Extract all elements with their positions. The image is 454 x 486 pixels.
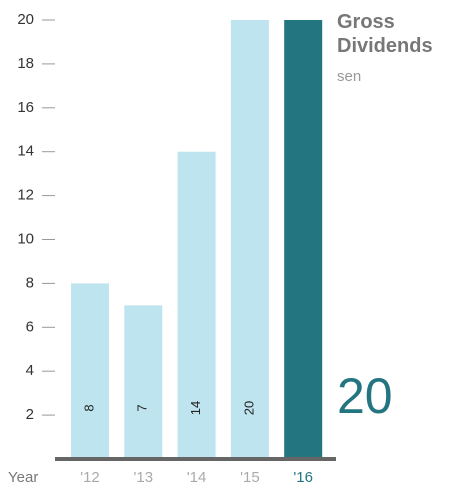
y-tick-label: 16 xyxy=(17,99,34,116)
y-tick-label: 10 xyxy=(17,230,34,247)
y-tick-label: 20 xyxy=(17,11,34,28)
y-tick-label: 14 xyxy=(17,143,34,160)
bar xyxy=(230,20,269,459)
bar xyxy=(284,20,323,459)
x-axis-label: Year xyxy=(8,469,38,486)
data-label: 7 xyxy=(135,404,150,411)
y-tick-label: 4 xyxy=(26,362,34,379)
data-label: 14 xyxy=(188,401,203,415)
data-label: 8 xyxy=(81,404,96,411)
data-label: 20 xyxy=(241,401,256,415)
x-tick-label: '12 xyxy=(80,469,100,486)
y-tick-label: 2 xyxy=(26,406,34,423)
bar xyxy=(71,283,109,459)
highlight-value: 20 xyxy=(337,368,393,424)
x-tick-label: '14 xyxy=(187,469,207,486)
chart-subtitle: sen xyxy=(337,68,362,85)
bar xyxy=(177,151,216,459)
x-tick-label: '16 xyxy=(293,469,313,486)
bar xyxy=(124,305,163,459)
x-tick-label: '13 xyxy=(134,469,154,486)
y-tick-label: 6 xyxy=(26,318,34,335)
y-tick-label: 18 xyxy=(17,55,34,72)
y-tick-label: 8 xyxy=(26,274,34,291)
x-tick-label: '15 xyxy=(240,469,260,486)
y-tick-label: 12 xyxy=(17,187,34,204)
chart-title: Gross Dividends xyxy=(337,11,433,57)
